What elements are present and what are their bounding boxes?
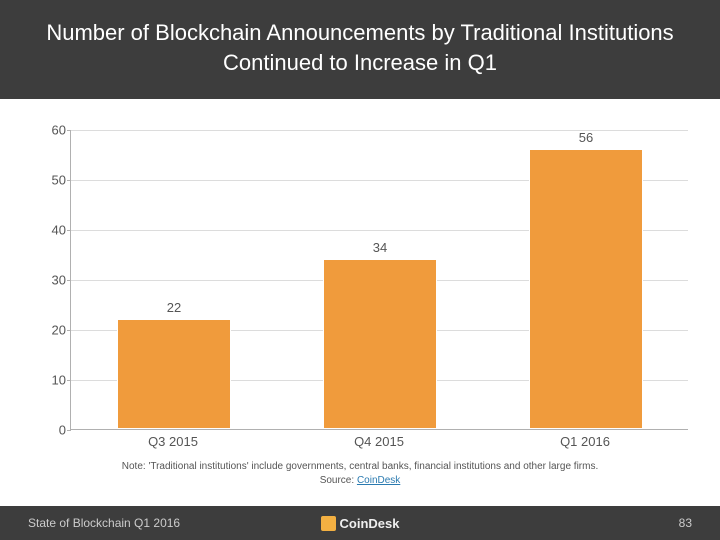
ytick-mark (67, 230, 71, 231)
ytick-label: 0 (40, 423, 66, 438)
ytick-mark (67, 430, 71, 431)
xtick-label: Q4 2015 (354, 434, 404, 449)
slide-footer: State of Blockchain Q1 2016 CoinDesk 83 (0, 506, 720, 540)
brand-logo-icon (321, 516, 336, 531)
page-number: 83 (399, 516, 720, 530)
ytick-label: 10 (40, 373, 66, 388)
ytick-mark (67, 280, 71, 281)
source-label: Source: (320, 475, 354, 486)
chart-note: Note: 'Traditional institutions' include… (0, 460, 720, 488)
ytick-mark (67, 380, 71, 381)
bar: 34 (323, 259, 436, 429)
brand-name: CoinDesk (340, 516, 400, 531)
source-link[interactable]: CoinDesk (357, 475, 400, 486)
bar-value-label: 34 (324, 240, 435, 255)
xtick-label: Q3 2015 (148, 434, 198, 449)
bar-value-label: 56 (530, 130, 641, 145)
bar-value-label: 22 (118, 300, 229, 315)
footer-brand: CoinDesk (321, 516, 400, 531)
ytick-mark (67, 180, 71, 181)
bar: 22 (117, 319, 230, 429)
slide-header: Number of Blockchain Announcements by Tr… (0, 0, 720, 99)
plot-area: 22 34 56 (70, 130, 688, 430)
ytick-label: 60 (40, 123, 66, 138)
slide-title: Number of Blockchain Announcements by Tr… (46, 20, 673, 75)
bar: 56 (529, 149, 642, 429)
ytick-label: 30 (40, 273, 66, 288)
ytick-label: 40 (40, 223, 66, 238)
ytick-label: 20 (40, 323, 66, 338)
footer-left-text: State of Blockchain Q1 2016 (0, 516, 321, 530)
xtick-label: Q1 2016 (560, 434, 610, 449)
bar-chart: 223456 0102030405060Q3 2015Q4 2015Q1 201… (38, 130, 688, 450)
ytick-mark (67, 130, 71, 131)
note-text: Note: 'Traditional institutions' include… (122, 461, 598, 472)
ytick-label: 50 (40, 173, 66, 188)
ytick-mark (67, 330, 71, 331)
